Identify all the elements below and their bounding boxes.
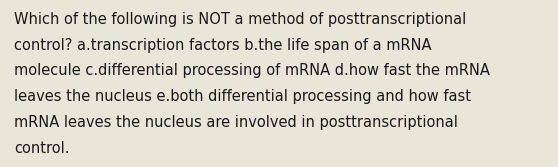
Text: control? a.transcription factors b.the life span of a mRNA: control? a.transcription factors b.the l… [14, 38, 431, 53]
Text: leaves the nucleus e.both differential processing and how fast: leaves the nucleus e.both differential p… [14, 89, 471, 104]
Text: control.: control. [14, 141, 69, 156]
Text: mRNA leaves the nucleus are involved in posttranscriptional: mRNA leaves the nucleus are involved in … [14, 115, 458, 130]
Text: Which of the following is NOT a method of posttranscriptional: Which of the following is NOT a method o… [14, 12, 466, 27]
Text: molecule c.differential processing of mRNA d.how fast the mRNA: molecule c.differential processing of mR… [14, 63, 490, 78]
